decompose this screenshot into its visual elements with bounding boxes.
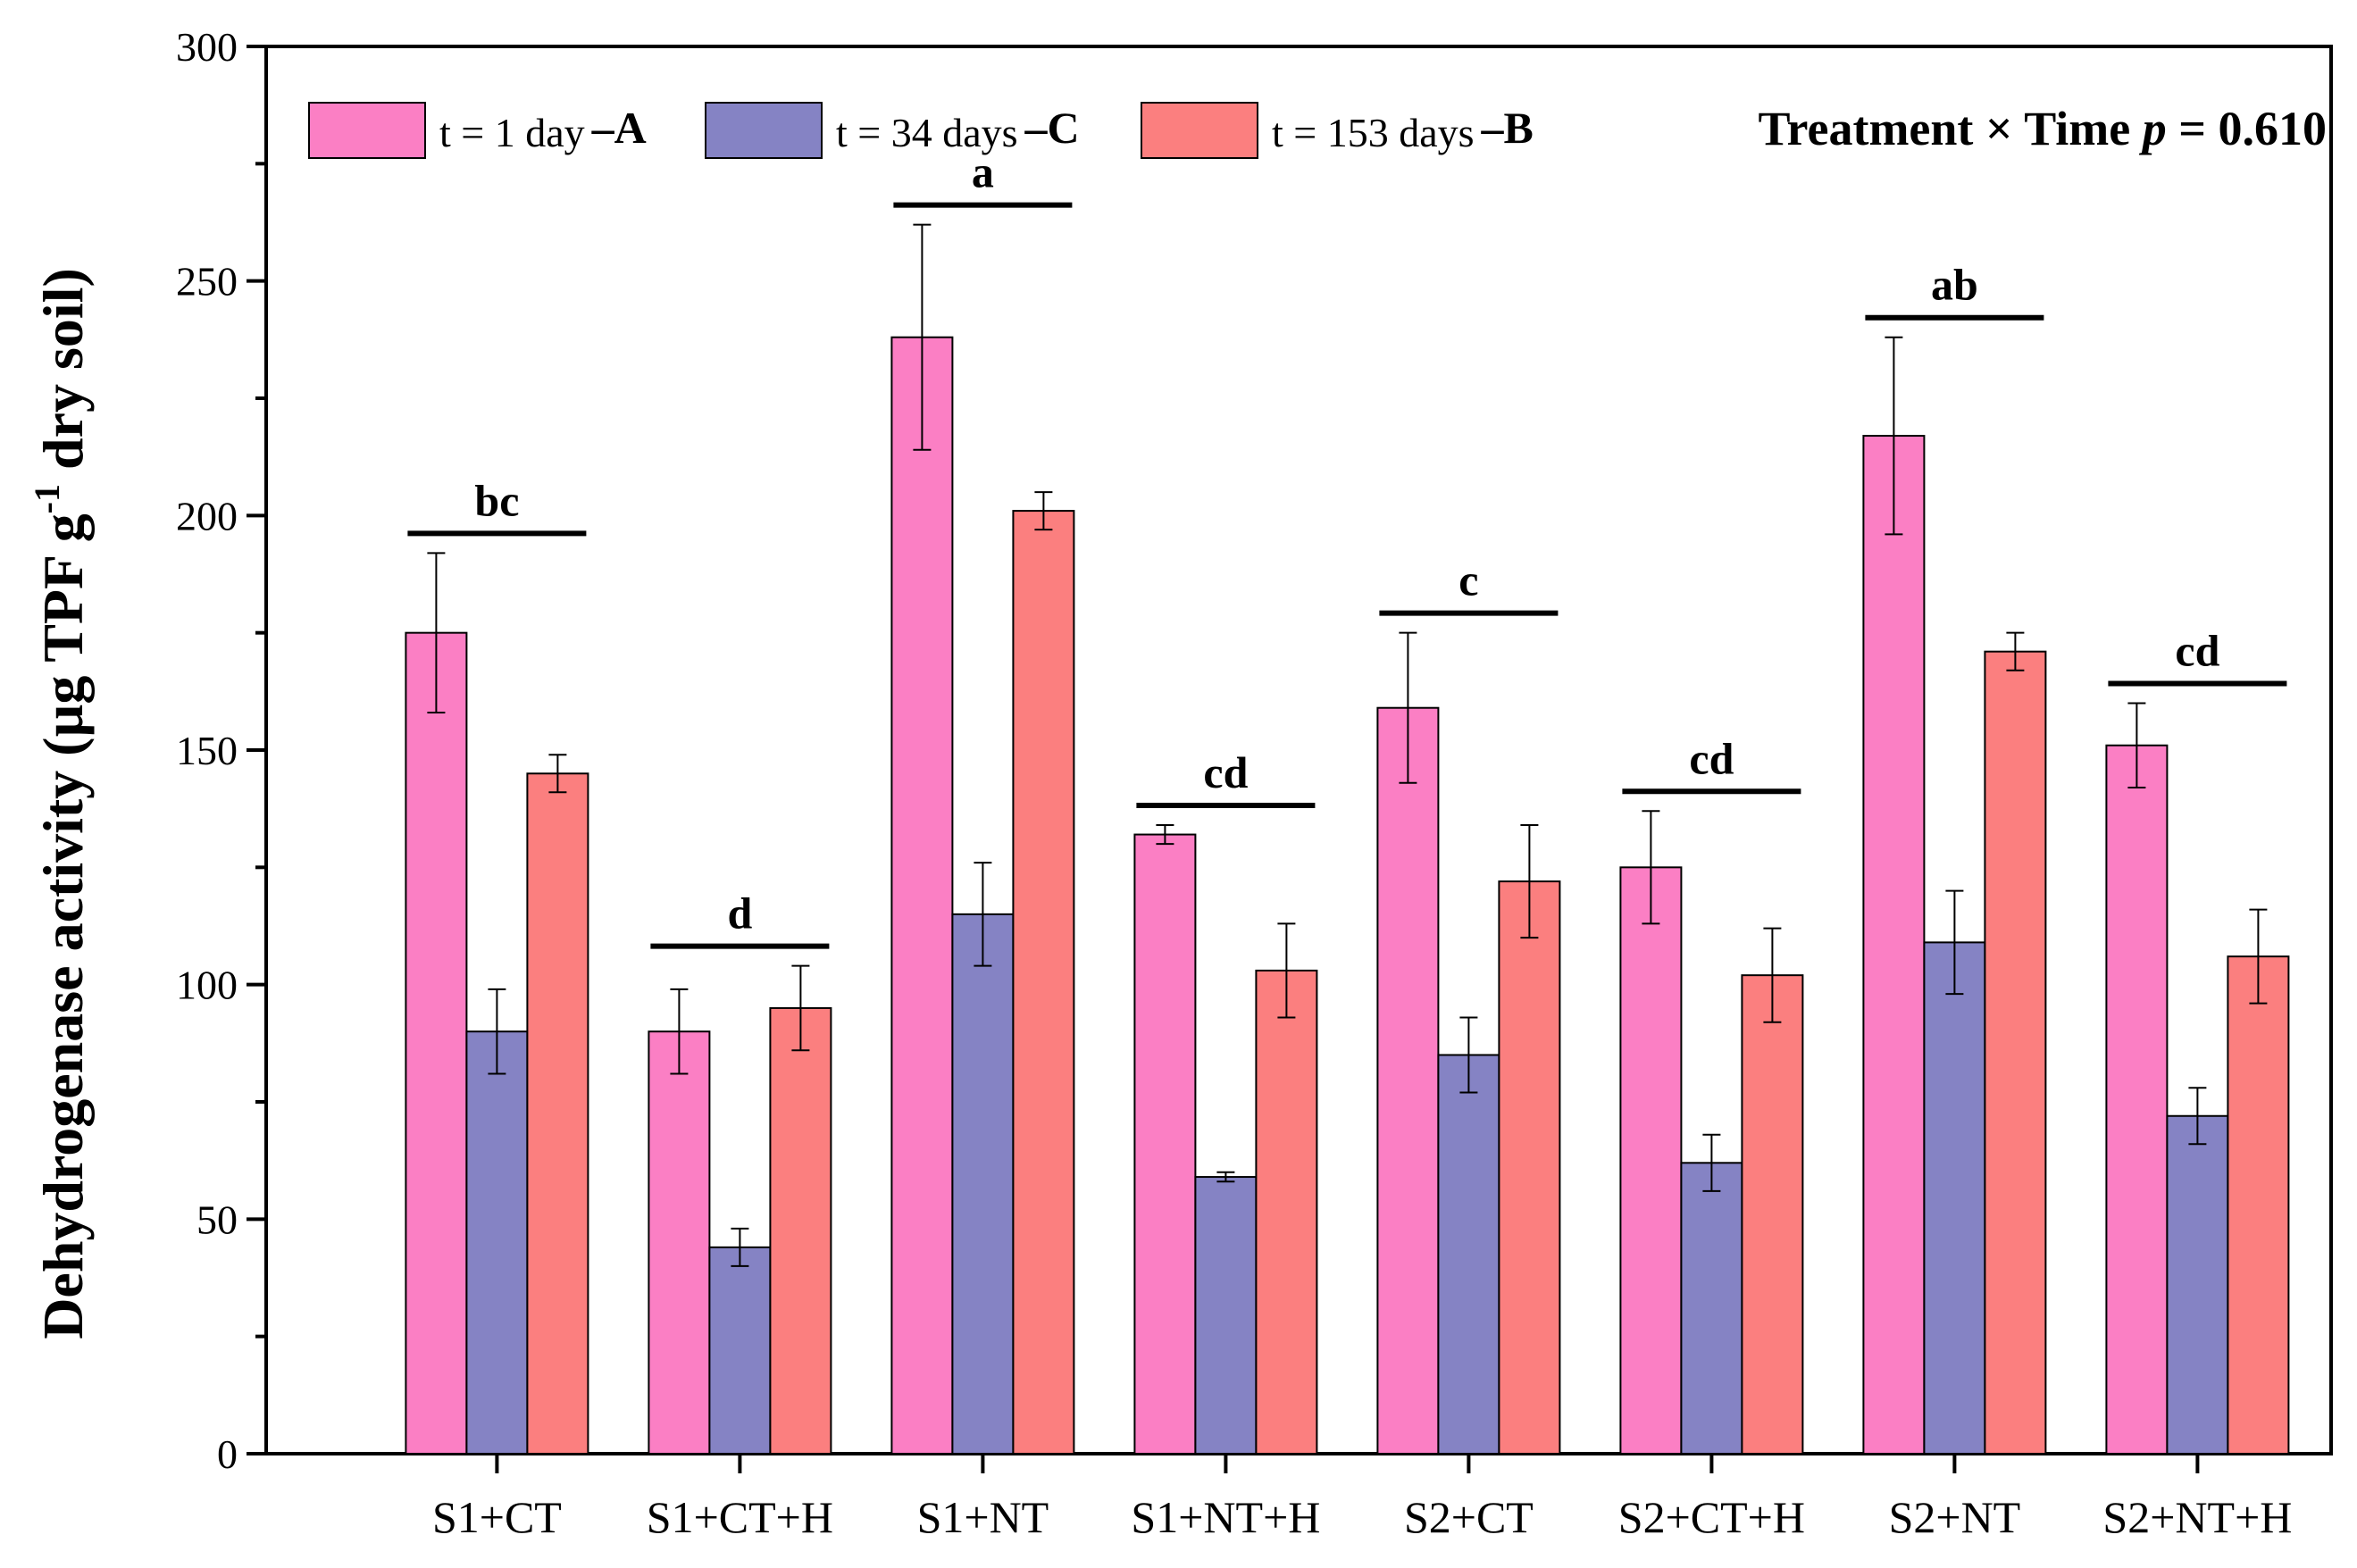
- x-tick-label: S2+NT+H: [2102, 1492, 2292, 1542]
- bar: [526, 772, 589, 1455]
- bar: [1680, 1162, 1743, 1455]
- legend-label: t = 34 days: [836, 110, 1018, 155]
- bar: [465, 1030, 529, 1455]
- bar: [1376, 706, 1440, 1455]
- significance-letter: cd: [1689, 733, 1734, 783]
- legend-label: t = 1 day: [439, 110, 585, 155]
- y-tick-label: 100: [176, 963, 238, 1008]
- bar: [708, 1246, 772, 1455]
- x-tick-label: S2+NT: [1889, 1492, 2021, 1542]
- y-tick-label: 150: [176, 728, 238, 773]
- significance-labels: bc d a cd c cd ab cd: [407, 147, 2287, 949]
- x-tick-label: S2+CT+H: [1618, 1492, 1805, 1542]
- legend-group: –C: [1024, 103, 1080, 153]
- y-label-main: Dehydrogenase activity (µg TPF g: [31, 513, 95, 1339]
- bar: [2105, 744, 2169, 1455]
- y-tick-label: 50: [196, 1197, 238, 1242]
- y-label-tail: dry soil): [31, 268, 95, 484]
- significance-letter: cd: [2175, 625, 2219, 675]
- x-tick-label: S1+CT: [432, 1492, 562, 1542]
- significance-letter: bc: [474, 475, 519, 525]
- bar: [1862, 435, 1926, 1455]
- bar: [1984, 650, 2047, 1455]
- axes: 0 50 100 150 200 250 300 S1+CT S1+CT+H S1+NT S1+NT…: [176, 24, 2333, 1542]
- bar: [951, 913, 1015, 1455]
- significance-letter: cd: [1203, 747, 1248, 797]
- y-tick-label: 200: [176, 493, 238, 538]
- y-label-sup: -1: [27, 484, 67, 513]
- legend-group: –B: [1481, 103, 1534, 153]
- legend-label: t = 153 days: [1272, 110, 1475, 155]
- annotation-suffix: = 0.610: [2167, 102, 2327, 155]
- bar: [2166, 1114, 2229, 1455]
- bar: [1012, 510, 1075, 1455]
- significance-letter: c: [1458, 555, 1478, 605]
- y-tick-label: 300: [176, 24, 238, 70]
- legend-swatch: [1141, 102, 1258, 159]
- legend-swatch: [705, 102, 823, 159]
- annotation-p: p: [2139, 102, 2167, 155]
- y-tick-label: 250: [176, 259, 238, 304]
- x-tick-label: S2+CT: [1404, 1492, 1534, 1542]
- bar: [1255, 969, 1318, 1455]
- legend-group: –A: [591, 103, 647, 153]
- bar: [1194, 1176, 1258, 1455]
- bar: [648, 1030, 711, 1455]
- y-axis-label: Dehydrogenase activity (µg TPF g-1 dry s…: [27, 268, 95, 1339]
- significance-letter: d: [727, 888, 752, 938]
- y-tick-label: 0: [217, 1431, 238, 1477]
- bar: [890, 336, 954, 1455]
- x-tick-label: S1+NT+H: [1131, 1492, 1320, 1542]
- bar: [1619, 866, 1683, 1455]
- bar: [405, 631, 468, 1455]
- bar: [1923, 941, 1986, 1455]
- bar: [1437, 1054, 1500, 1455]
- significance-letter: a: [972, 147, 994, 197]
- bar: [769, 1006, 832, 1455]
- bar: [1133, 833, 1197, 1455]
- bar: [1498, 880, 1561, 1455]
- bar: [2227, 955, 2290, 1455]
- legend-swatch: [308, 102, 426, 159]
- bars: [405, 223, 2290, 1455]
- bar: [1741, 974, 1804, 1455]
- x-tick-label: S1+CT+H: [647, 1492, 833, 1542]
- annotation-prefix: Treatment × Time: [1759, 102, 2143, 155]
- significance-letter: ab: [1931, 260, 1978, 310]
- legend: t = 1 day –A t = 34 days –C t = 153 days –B: [308, 102, 1534, 159]
- interaction-annotation: Treatment × Time p = 0.610: [1759, 102, 2328, 155]
- x-tick-label: S1+NT: [917, 1492, 1049, 1542]
